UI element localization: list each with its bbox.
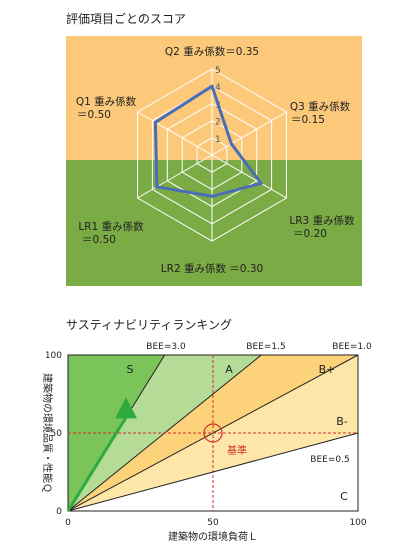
region-label-2: B+	[319, 363, 336, 376]
score-point-0	[210, 84, 214, 88]
reference-label: 基準	[227, 444, 247, 457]
region-label-3: B-	[336, 415, 348, 428]
axis-label-1: Q3 重み係数	[290, 100, 351, 113]
axis-weight-5: ＝0.50	[77, 109, 111, 121]
x-tick-label: 50	[207, 518, 219, 528]
score-point-2	[259, 181, 263, 185]
x-tick-label: 0	[65, 518, 71, 528]
radial-tick-label: 2	[215, 118, 221, 128]
score-point-3	[210, 194, 214, 198]
spoke-2	[211, 154, 287, 199]
bee-line-label-1: BEE=1.5	[246, 342, 285, 352]
axis-weight-4: ＝0.50	[82, 234, 116, 246]
y-axis-label: 建築物の環境品質・性能Ｑ	[41, 373, 54, 493]
bee-line-label-3: BEE=0.5	[310, 455, 349, 465]
reference-circle	[203, 423, 223, 443]
axis-label-0: Q2 重み係数＝0.35	[165, 45, 259, 58]
axis-weight-1: ＝0.15	[291, 114, 325, 126]
x-tick-label: 100	[349, 518, 366, 528]
y-tick-label: 0	[56, 507, 62, 517]
bee-line-label-0: BEE=3.0	[146, 342, 186, 352]
axis-label-2: LR3 重み係数	[289, 214, 355, 227]
axis-label-4: LR1 重み係数	[78, 220, 144, 233]
radial-tick-label: 1	[215, 135, 221, 145]
region-label-0: S	[127, 363, 134, 376]
x-axis-label: 建築物の環境負荷Ｌ	[168, 530, 258, 543]
region-label-1: A	[225, 363, 233, 376]
score-point-5	[153, 120, 157, 124]
axis-label-5: Q1 重み係数	[76, 95, 137, 108]
spoke-1	[211, 111, 287, 156]
radial-tick-label: 4	[215, 83, 221, 93]
bee-chart-title: サスティナビリティランキング	[66, 318, 232, 332]
score-point-1	[229, 142, 233, 146]
spoke-4	[137, 154, 213, 199]
radar-chart-title: 評価項目ごとのスコア	[66, 12, 186, 26]
axis-label-3: LR2 重み係数 ＝0.30	[161, 262, 263, 275]
score-point-4	[155, 185, 159, 189]
y-tick-label: 100	[45, 351, 62, 361]
spoke-5	[137, 111, 213, 156]
region-label-4: C	[340, 490, 348, 503]
axis-weight-2: ＝0.20	[293, 228, 327, 240]
y-tick-label: 50	[51, 429, 63, 439]
radial-tick-label: 5	[215, 66, 221, 76]
score-arrow-shaft	[66, 416, 128, 512]
bee-line-label-2: BEE=1.0	[332, 342, 372, 352]
score-arrow-head	[115, 397, 137, 419]
